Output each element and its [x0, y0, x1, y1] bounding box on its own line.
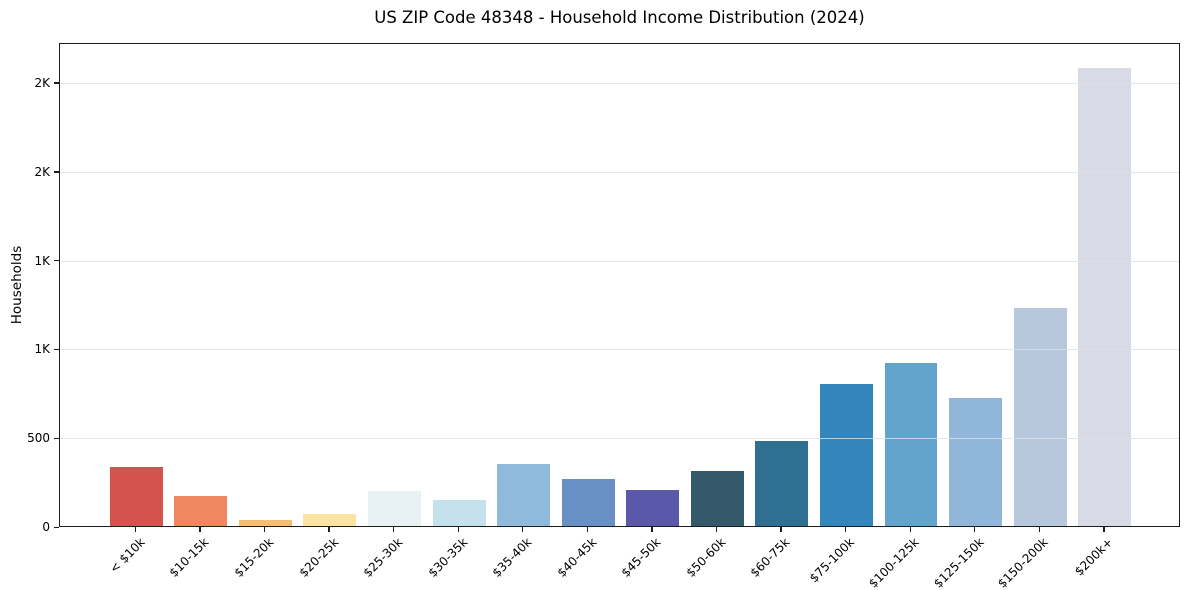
x-tick-mark	[974, 527, 976, 532]
bar-10k	[109, 467, 163, 526]
y-tick-label: 1K	[34, 253, 50, 268]
bar-10-15k	[174, 495, 228, 526]
y-tick-label: 2K	[34, 164, 50, 179]
x-tick-mark	[1103, 527, 1105, 532]
x-tick-mark	[586, 527, 589, 532]
x-tick-mark	[199, 527, 201, 532]
bar-125-150k	[949, 398, 1003, 526]
x-tick-label: $45-50k	[618, 535, 664, 580]
y-tick-label: 500	[27, 431, 50, 446]
x-tick-label: $125-150k	[930, 535, 987, 590]
chart-title: US ZIP Code 48348 - Household Income Dis…	[374, 8, 865, 27]
x-tick-label: $200k+	[1072, 535, 1116, 579]
x-tick-mark	[651, 527, 653, 532]
bar-50-60k	[690, 470, 744, 526]
y-tick-mark	[54, 171, 59, 173]
y-tick-label: 0	[42, 520, 50, 534]
y-tick-mark	[54, 348, 59, 351]
y-tick-mark	[54, 526, 59, 528]
x-tick-mark	[393, 527, 395, 532]
x-tick-mark	[715, 527, 718, 532]
bar-15-20k	[238, 519, 292, 526]
bar-75-100k	[819, 383, 873, 526]
x-tick-label: $75-100k	[807, 535, 858, 586]
x-tick-mark	[457, 527, 459, 532]
bar-35-40k	[497, 463, 551, 526]
bars-layer	[60, 44, 1179, 526]
bar-40-45k	[561, 478, 615, 526]
bar-150-200k	[1013, 307, 1067, 526]
x-tick-label: $150-200k	[995, 535, 1052, 590]
bar-20-25k	[303, 513, 357, 526]
y-tick-label: 1K	[34, 342, 50, 357]
x-tick-mark	[844, 527, 847, 532]
x-tick-mark	[522, 527, 524, 532]
x-tick-label: $60-75k	[747, 535, 793, 580]
x-tick-mark	[780, 527, 782, 532]
x-tick-label: $35-40k	[489, 535, 535, 580]
x-tick-label: $25-30k	[360, 535, 406, 580]
y-tick-mark	[54, 260, 59, 262]
x-tick-label: $50-60k	[683, 535, 729, 580]
x-tick-label: < $10k	[106, 535, 148, 576]
x-tick-mark	[134, 527, 137, 532]
bar-30-35k	[432, 500, 486, 526]
x-tick-label: $15-20k	[231, 535, 277, 580]
x-tick-mark	[1038, 527, 1040, 532]
plot-area	[59, 43, 1180, 527]
y-tick-mark	[54, 82, 59, 84]
bar-60-75k	[755, 440, 809, 526]
x-tick-label: $20-25k	[296, 535, 341, 580]
bar-25-30k	[368, 491, 421, 526]
y-tick-mark	[54, 437, 59, 439]
x-tick-label: $10-15k	[166, 535, 212, 580]
x-tick-label: $40-45k	[554, 535, 600, 580]
x-tick-label: $30-35k	[425, 535, 470, 580]
x-tick-mark	[909, 527, 911, 532]
y-tick-label: 2K	[34, 75, 50, 90]
x-tick-mark	[263, 527, 266, 532]
x-tick-label: $100-125k	[866, 535, 922, 590]
bar-200k	[1078, 67, 1132, 526]
bar-45-50k	[626, 489, 680, 526]
x-tick-mark	[328, 527, 330, 532]
bar-100-125k	[884, 362, 938, 526]
